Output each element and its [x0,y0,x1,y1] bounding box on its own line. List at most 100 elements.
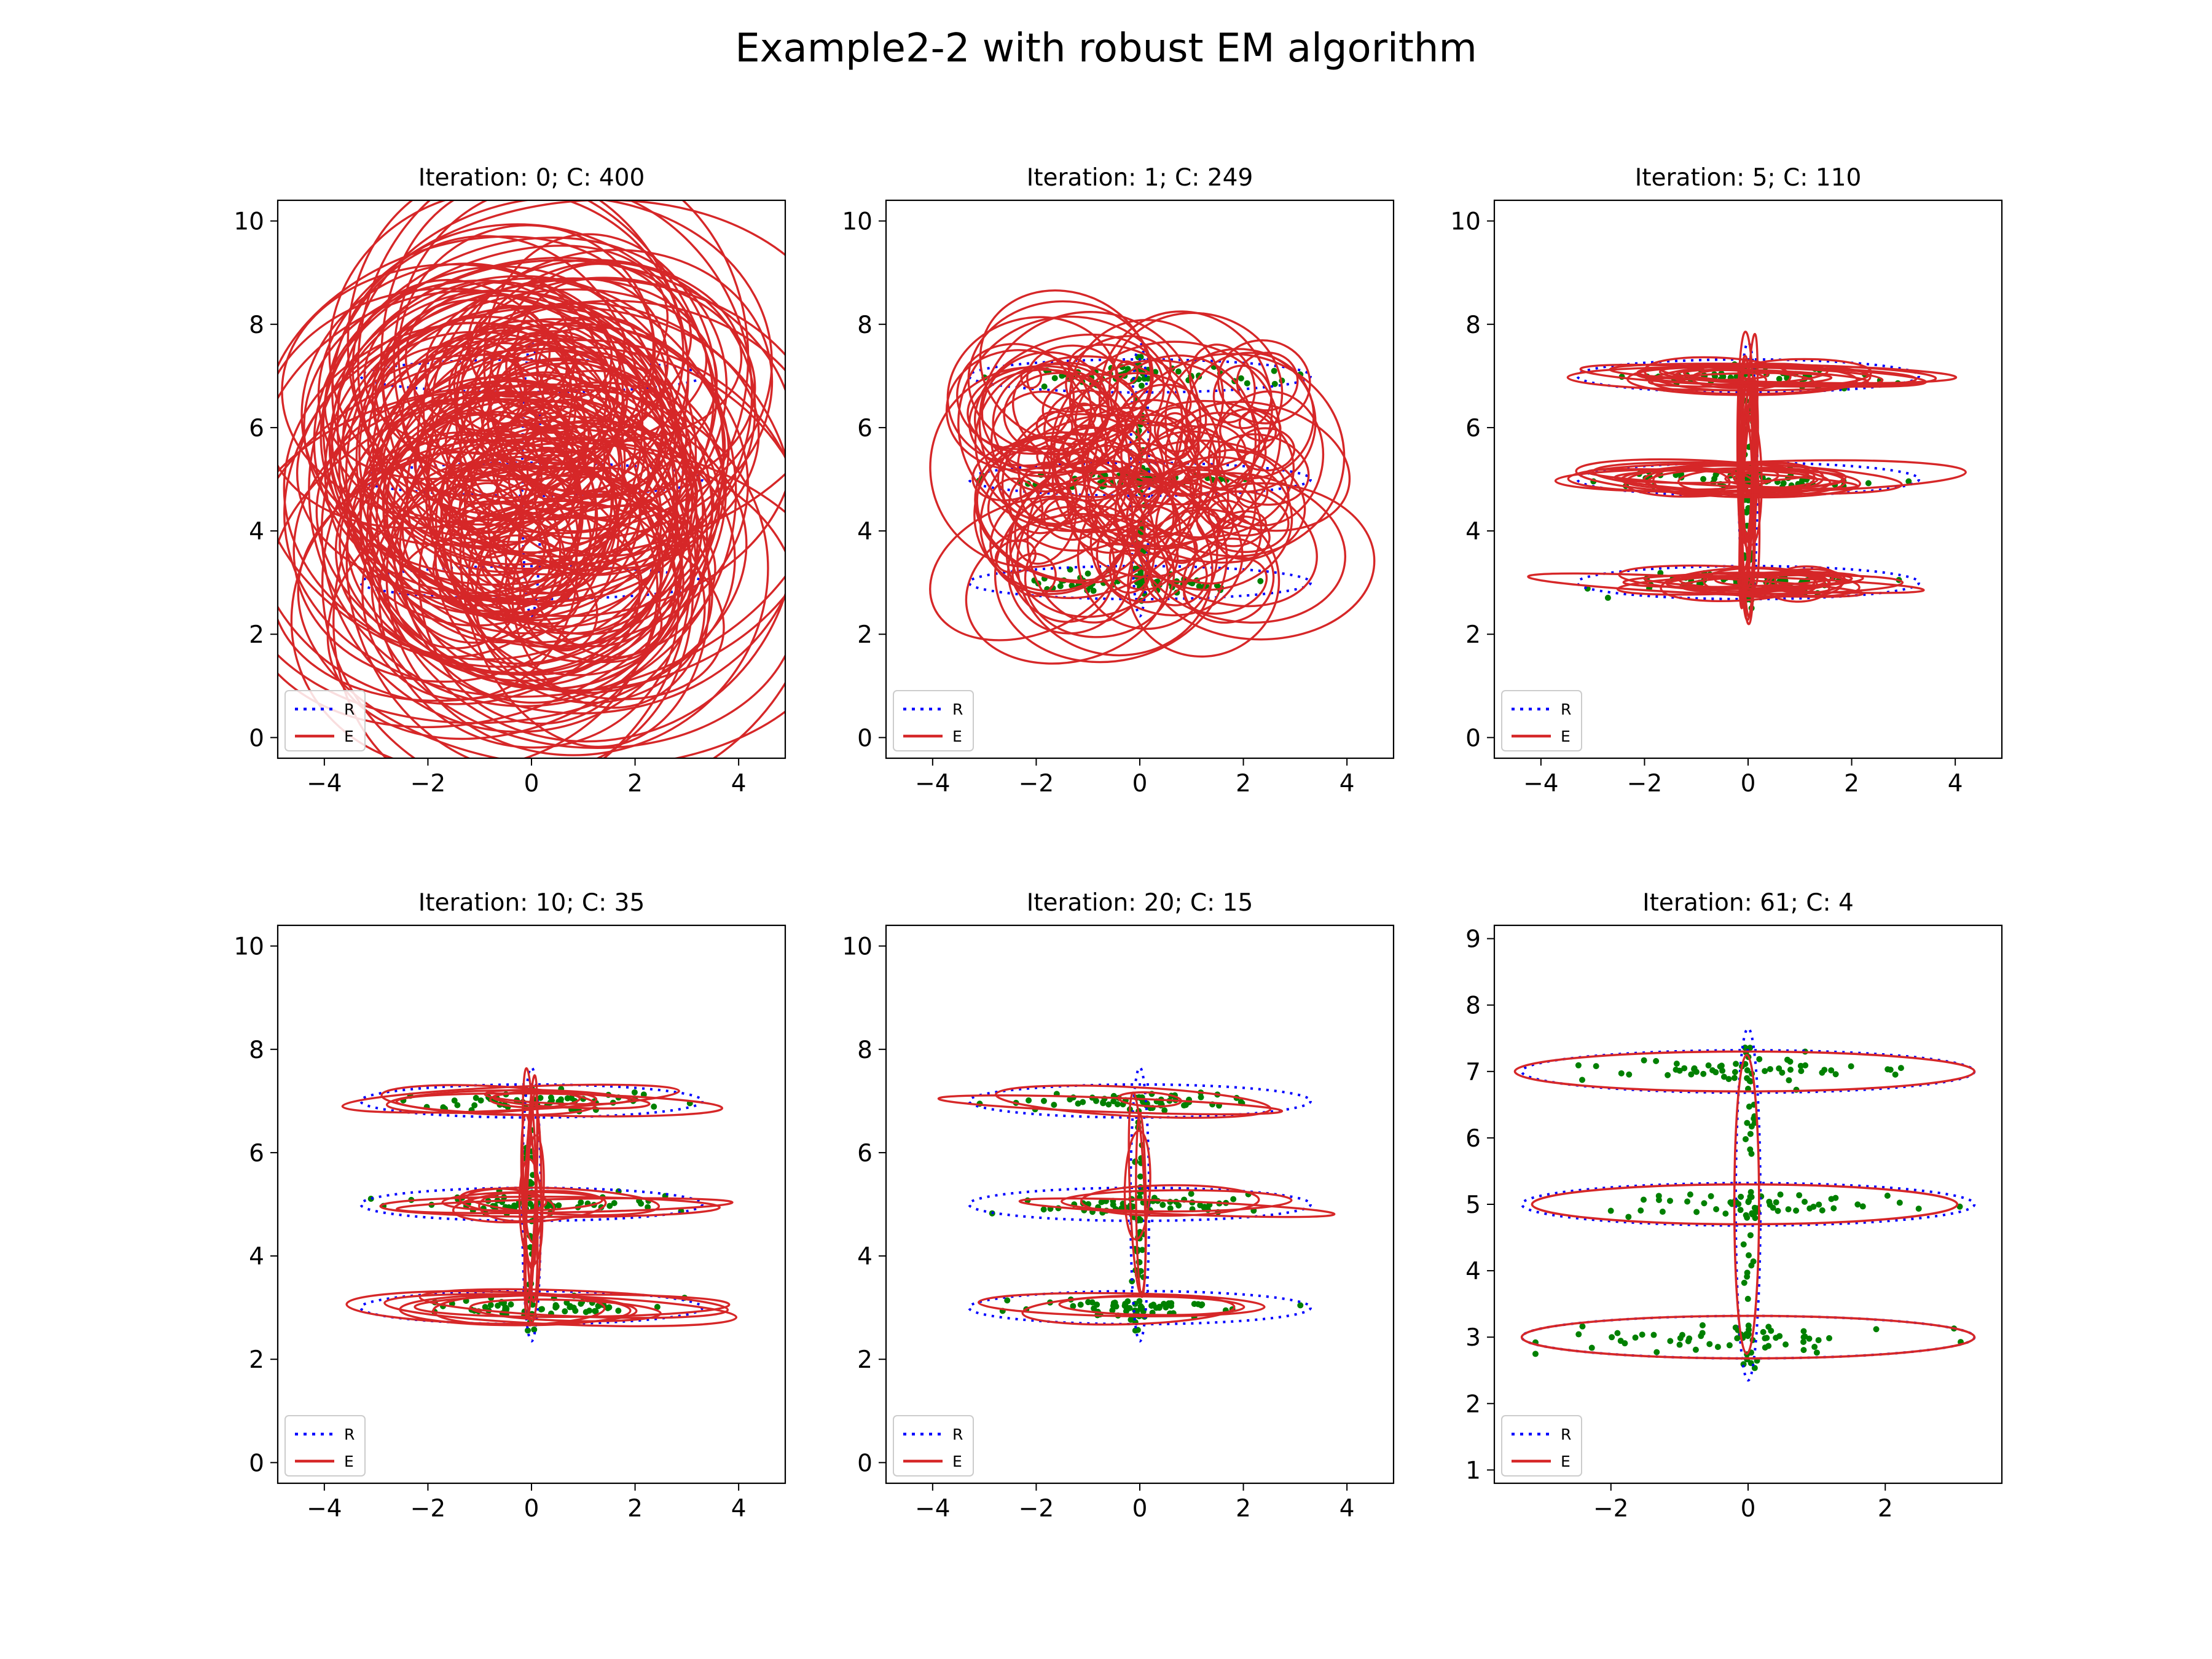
data-point [1699,1322,1706,1328]
x-tick-label: 2 [1844,770,1859,798]
data-point [1706,1341,1713,1347]
data-point [508,1301,514,1308]
x-tick-label: 0 [524,770,539,798]
data-point [1745,1252,1752,1259]
y-tick-label: 4 [1465,518,1481,546]
estimate-ellipse [957,315,1184,532]
data-point [564,1095,571,1102]
data-point [1701,1200,1708,1207]
estimate-ellipse [357,200,750,576]
data-point [1711,476,1718,482]
legend: RE [1501,690,1582,751]
subplot-title: Iteration: 5; C: 110 [1635,164,1862,192]
data-point [1109,1307,1116,1314]
data-point [1140,1099,1147,1105]
estimate-ellipse [1085,399,1219,539]
y-tick-label: 2 [249,1346,264,1374]
data-point [1167,1205,1174,1212]
data-point [1744,1273,1751,1280]
data-point [1773,1199,1779,1206]
plot-area [341,1066,738,1343]
legend-label: E [952,728,962,745]
estimate-ellipse [328,200,684,516]
data-point [592,1308,598,1314]
data-point [1057,582,1064,589]
data-point [1040,1206,1047,1213]
data-point [1747,1189,1754,1196]
y-tick-label: 0 [857,1449,873,1477]
data-point [1637,1207,1644,1214]
estimate-ellipse [524,1134,545,1244]
estimate-ellipse [973,333,1165,474]
estimate-ellipse [1189,449,1290,537]
data-point [1762,1068,1768,1075]
data-point [1747,1078,1754,1084]
y-tick-label: 8 [1465,312,1481,339]
estimate-ellipse [363,256,692,456]
estimate-ellipse [453,276,756,496]
estimate-ellipse [521,1067,539,1303]
data-point [1114,1101,1121,1108]
data-point [1681,1065,1688,1072]
x-tick-label: 0 [524,1495,539,1523]
data-point [1896,1199,1903,1206]
estimate-ellipse [486,371,637,493]
estimate-ellipse [1217,339,1311,425]
y-tick-label: 0 [1465,724,1481,752]
x-tick-label: 2 [1236,770,1251,798]
data-point [1800,1328,1807,1335]
data-point [1796,1192,1803,1199]
estimate-ellipse [1234,473,1269,509]
data-point [1257,578,1264,584]
data-point [1588,1344,1595,1351]
data-point [1685,1338,1692,1344]
y-tick-label: 6 [249,1140,264,1167]
data-point [1802,1198,1808,1205]
data-point [1593,1063,1599,1070]
estimate-ellipse [385,1089,581,1114]
y-tick-label: 10 [233,208,264,236]
estimate-ellipse [369,302,785,743]
subplot-title: Iteration: 1; C: 249 [1027,164,1253,192]
subplot-title: Iteration: 20; C: 15 [1027,889,1253,917]
data-point [1198,1094,1204,1100]
data-point [1737,1207,1744,1214]
data-point [1821,1067,1828,1073]
data-point [1579,1077,1585,1083]
data-point [1816,1201,1822,1208]
data-point [1806,1205,1813,1212]
data-point [1152,369,1159,375]
subplot-3: Iteration: 5; C: 110 −4 −2 0 2 4 0 2 4 6 8 10 RE [1450,164,2003,798]
estimate-ellipse [1642,465,1779,491]
data-point [1745,497,1752,504]
y-tick-label: 6 [857,415,873,442]
estimate-ellipse [297,437,785,758]
data-point [1138,382,1145,389]
data-point [1700,476,1707,482]
data-point [1819,1207,1826,1214]
data-point [1751,1115,1757,1122]
data-point [1105,1101,1112,1108]
estimate-ellipse [504,476,683,648]
data-point [1776,1333,1783,1339]
estimate-ellipse [1009,459,1182,618]
x-tick-label: 0 [1132,770,1148,798]
data-point [1609,1334,1615,1341]
data-point [1161,1301,1167,1308]
data-point [537,1094,544,1101]
data-point [1069,582,1075,589]
data-point [1744,1067,1751,1073]
estimate-ellipse [508,343,581,415]
data-point [1787,1066,1794,1073]
data-point [1665,1072,1671,1078]
data-point [1632,1334,1639,1341]
subplot-title: Iteration: 10; C: 35 [418,889,645,917]
x-tick-label: 4 [731,770,747,798]
x-tick-label: −4 [1523,770,1559,798]
estimate-ellipse [418,1288,729,1319]
estimate-ellipse [1520,1314,1976,1360]
x-tick-label: −2 [410,770,446,798]
data-point [606,1202,613,1209]
legend-label: E [344,728,354,745]
